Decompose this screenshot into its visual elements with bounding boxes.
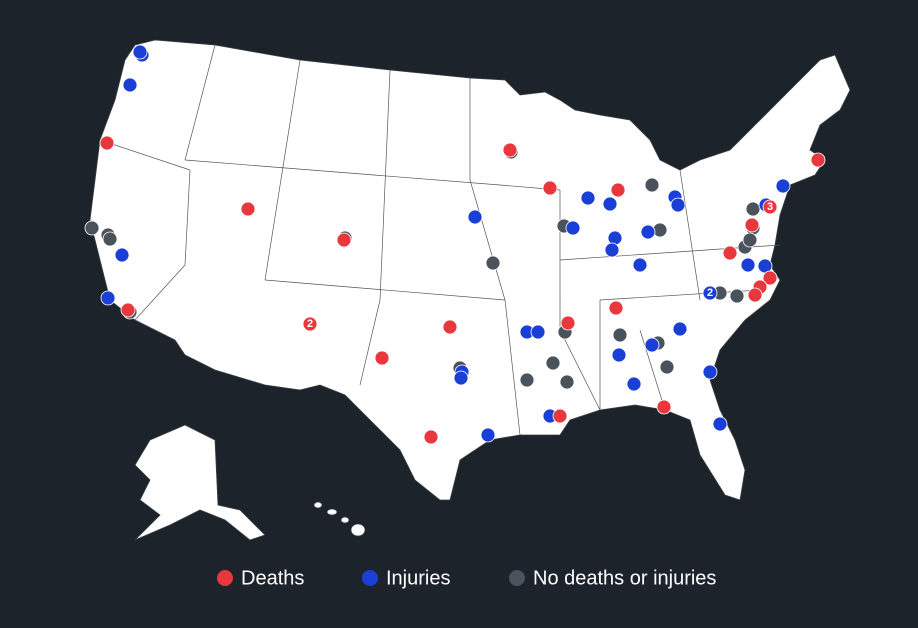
incident-marker	[565, 220, 581, 236]
incident-marker	[120, 302, 136, 318]
marker-count: 3	[767, 201, 773, 213]
incident-marker	[99, 135, 115, 151]
incident-marker	[374, 350, 390, 366]
incident-marker	[552, 408, 568, 424]
hawaii	[313, 501, 366, 537]
incident-marker	[560, 315, 576, 331]
incident-marker	[580, 190, 596, 206]
incident-marker	[542, 180, 558, 196]
markers: 2 2 3	[84, 44, 826, 445]
incident-marker	[84, 220, 100, 236]
incident-marker	[775, 178, 791, 194]
incident-marker	[670, 197, 686, 213]
incident-marker	[626, 376, 642, 392]
incident-marker	[302, 316, 318, 332]
incident-marker	[132, 44, 148, 60]
legend-swatch	[217, 570, 233, 586]
incident-marker	[740, 257, 756, 273]
incident-marker	[453, 370, 469, 386]
incident-marker	[762, 270, 778, 286]
incident-marker	[644, 177, 660, 193]
incident-marker	[100, 290, 116, 306]
incident-marker	[610, 182, 626, 198]
incident-marker	[762, 199, 778, 215]
incident-marker	[712, 416, 728, 432]
incident-marker	[722, 245, 738, 261]
legend: Deaths Injuries No deaths or injuries	[217, 567, 716, 589]
legend-label: No deaths or injuries	[533, 567, 716, 589]
incident-marker	[702, 285, 718, 301]
incident-marker	[530, 324, 546, 340]
incident-marker	[467, 209, 483, 225]
incident-marker	[485, 255, 501, 271]
marker-count: 2	[707, 287, 713, 299]
incident-marker	[747, 287, 763, 303]
alaska	[134, 424, 266, 541]
legend-label: Deaths	[241, 567, 304, 589]
incident-marker	[729, 288, 745, 304]
incident-marker	[480, 427, 496, 443]
incident-marker	[602, 196, 618, 212]
incident-marker	[659, 359, 675, 375]
incident-marker	[656, 399, 672, 415]
legend-label: Injuries	[386, 567, 450, 589]
incident-marker	[810, 152, 826, 168]
legend-swatch	[509, 570, 525, 586]
incident-marker	[672, 321, 688, 337]
incident-marker	[604, 242, 620, 258]
incident-marker	[745, 201, 761, 217]
incident-marker	[611, 347, 627, 363]
incident-marker	[102, 231, 118, 247]
incident-marker	[644, 337, 660, 353]
marker-count: 2	[307, 318, 313, 330]
incident-marker	[423, 429, 439, 445]
incident-marker	[240, 201, 256, 217]
incident-marker	[702, 364, 718, 380]
incident-marker	[442, 319, 458, 335]
incident-marker	[336, 232, 352, 248]
legend-swatch	[362, 570, 378, 586]
incident-marker	[122, 77, 138, 93]
incident-marker	[612, 327, 628, 343]
incident-marker	[519, 372, 535, 388]
incident-marker	[640, 224, 656, 240]
incident-marker	[632, 257, 648, 273]
incident-marker	[559, 374, 575, 390]
incident-marker	[744, 217, 760, 233]
incident-marker	[545, 355, 561, 371]
state-borders	[99, 44, 781, 436]
incident-marker	[502, 142, 518, 158]
incident-marker	[742, 232, 758, 248]
incident-marker	[608, 300, 624, 316]
incident-marker	[114, 247, 130, 263]
contiguous-us	[89, 39, 851, 501]
